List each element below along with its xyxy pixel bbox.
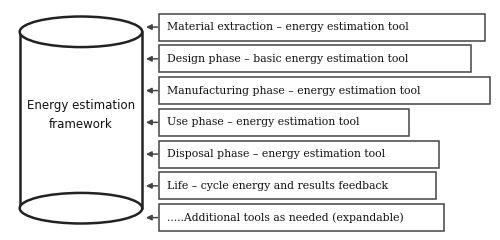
FancyBboxPatch shape [160,204,444,231]
Text: Life – cycle energy and results feedback: Life – cycle energy and results feedback [166,181,388,191]
Bar [20,32,142,208]
FancyBboxPatch shape [160,172,436,199]
FancyBboxPatch shape [160,109,409,136]
Text: Energy estimation
framework: Energy estimation framework [27,99,135,131]
Text: Disposal phase – energy estimation tool: Disposal phase – energy estimation tool [166,149,385,159]
FancyBboxPatch shape [160,77,490,104]
Text: Material extraction – energy estimation tool: Material extraction – energy estimation … [166,22,408,32]
FancyBboxPatch shape [160,14,485,41]
Text: Use phase – energy estimation tool: Use phase – energy estimation tool [166,117,359,127]
Ellipse shape [20,193,142,223]
FancyBboxPatch shape [160,45,470,72]
Text: Manufacturing phase – energy estimation tool: Manufacturing phase – energy estimation … [166,86,420,96]
Ellipse shape [20,17,142,47]
Text: Design phase – basic energy estimation tool: Design phase – basic energy estimation t… [166,54,408,64]
Text: .....Additional tools as needed (expandable): .....Additional tools as needed (expanda… [166,212,404,223]
FancyBboxPatch shape [160,141,438,168]
